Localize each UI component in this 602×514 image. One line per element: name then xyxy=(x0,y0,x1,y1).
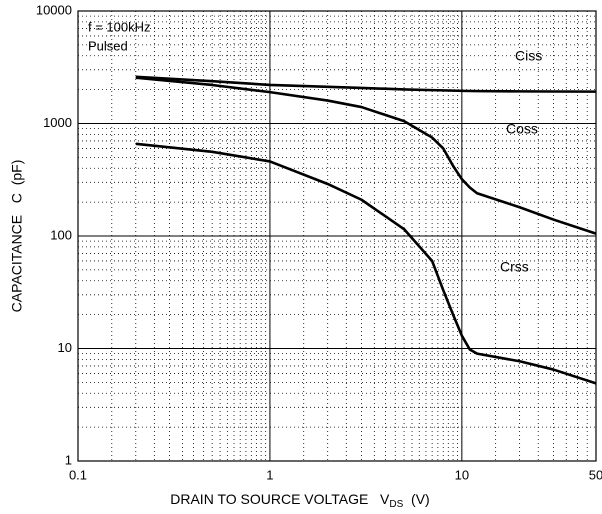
y-tick-label: 10000 xyxy=(36,2,72,17)
lines xyxy=(135,75,597,385)
x-tick-label: 50 xyxy=(589,467,602,482)
y-axis-label: CAPACITANCE C (pF) xyxy=(9,160,25,313)
series-label: Ciss xyxy=(515,48,542,64)
y-tick-label: 10 xyxy=(58,340,72,355)
annotation: f = 100kHz xyxy=(88,19,151,34)
annotation: Pulsed xyxy=(88,38,128,53)
plot-frame xyxy=(77,10,597,462)
series-line xyxy=(135,75,597,93)
x-label-unit: (V) xyxy=(403,491,429,507)
series-label: Coss xyxy=(506,121,538,137)
series-line xyxy=(135,76,597,235)
series-line xyxy=(135,142,597,385)
x-tick-label: 1 xyxy=(266,467,273,482)
x-tick-label: 10 xyxy=(455,467,469,482)
y-tick-label: 100 xyxy=(50,227,72,242)
x-label-main: DRAIN TO SOURCE VOLTAGE V xyxy=(170,491,390,507)
x-tick-label: 0.1 xyxy=(69,467,87,482)
x-label-sub: DS xyxy=(389,499,403,510)
y-tick-label: 1 xyxy=(65,452,72,467)
x-axis-label: DRAIN TO SOURCE VOLTAGE VDS (V) xyxy=(170,491,429,510)
y-tick-label: 1000 xyxy=(43,115,72,130)
series-label: Crss xyxy=(500,259,529,275)
